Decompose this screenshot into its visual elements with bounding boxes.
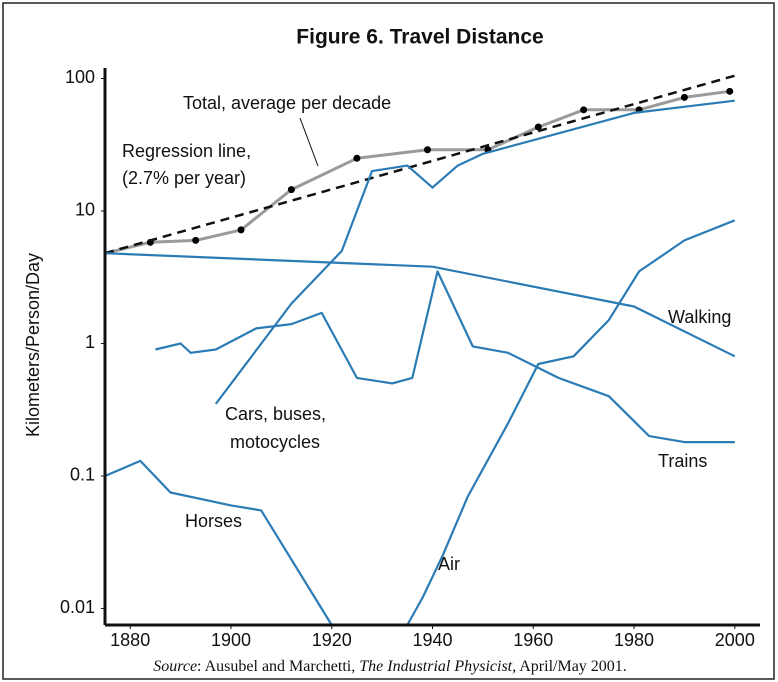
source: Source: Ausubel and Marchetti, The Indus… <box>153 658 627 675</box>
point <box>680 93 688 101</box>
series-line <box>406 219 736 626</box>
point <box>580 106 588 114</box>
series-label: Total, average per decade <box>183 93 391 113</box>
y-axis-label: Kilometers/Person/Day <box>23 253 43 437</box>
label-pointer <box>299 117 319 167</box>
x-tick-label: 1920 <box>312 630 352 650</box>
series-label-line: (2.7% per year) <box>122 168 246 188</box>
point <box>726 87 734 95</box>
series-line <box>104 252 736 358</box>
x-tick-label: 1960 <box>513 630 553 650</box>
source-text: : Ausubel and Marchetti, <box>197 658 359 675</box>
chart-title: Figure 6. Travel Distance <box>296 26 543 49</box>
x-tick-label: 1900 <box>211 630 251 650</box>
y-tick-label: 0.1 <box>70 465 95 485</box>
point <box>353 154 361 162</box>
series-label-line: Cars, buses, <box>225 404 326 424</box>
point <box>423 146 431 154</box>
series-label: Walking <box>668 307 731 327</box>
source-journal: The Industrial Physicist <box>359 658 512 675</box>
y-tick-label: 10 <box>75 200 95 220</box>
series-label-line: motocycles <box>230 432 320 452</box>
point <box>192 236 200 244</box>
y-tick-label: 0.01 <box>60 597 95 617</box>
series-label: Cars, buses, motocycles <box>225 404 326 452</box>
regression-line <box>104 74 736 255</box>
x-tick-label: 1980 <box>614 630 654 650</box>
x-tick-label: 1940 <box>412 630 452 650</box>
series-line <box>214 99 735 405</box>
series-line <box>155 270 735 444</box>
point <box>534 123 542 131</box>
y-tick-label: 1 <box>85 332 95 352</box>
series-line <box>104 459 333 626</box>
x-tick-label: 1880 <box>110 630 150 650</box>
series-label-line: Regression line, <box>122 141 251 161</box>
series-label: Regression line, (2.7% per year) <box>122 141 251 188</box>
point <box>237 226 245 234</box>
point <box>287 186 295 194</box>
series-label: Air <box>438 554 460 574</box>
series-label: Trains <box>658 451 707 471</box>
source-label: Source <box>153 658 197 675</box>
x-tick-label: 2000 <box>715 630 755 650</box>
y-tick-label: 100 <box>65 67 95 87</box>
source-date: , April/May 2001. <box>512 658 627 675</box>
series-label: Horses <box>185 511 242 531</box>
